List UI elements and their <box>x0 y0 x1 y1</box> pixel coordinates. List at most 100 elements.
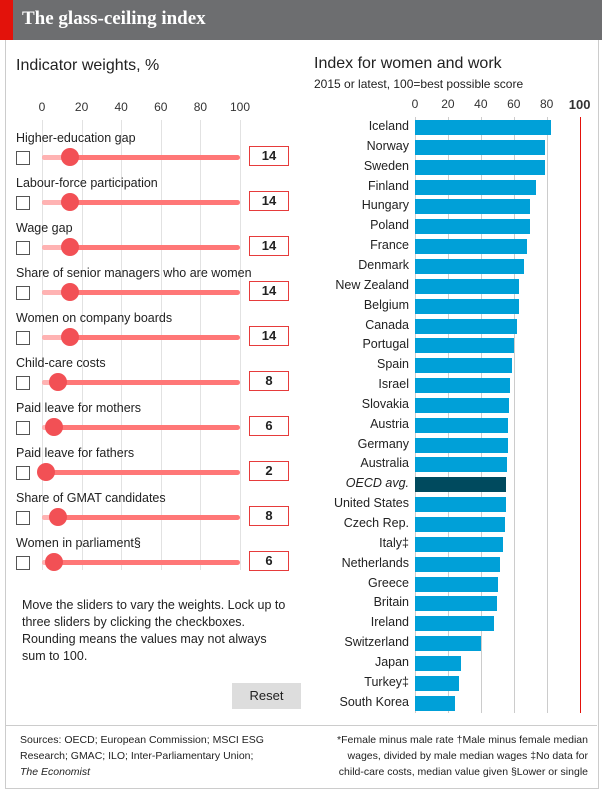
slider-track-fill <box>42 200 70 205</box>
lock-checkbox[interactable] <box>16 151 30 165</box>
weights-tick-label: 100 <box>229 100 251 114</box>
lock-checkbox[interactable] <box>16 331 30 345</box>
instructions: Move the sliders to vary the weights. Lo… <box>22 598 286 663</box>
footer-divider <box>5 725 597 726</box>
bar <box>415 378 511 394</box>
footnotes: *Female minus male rate †Male minus fema… <box>337 732 588 780</box>
lock-checkbox[interactable] <box>16 466 30 480</box>
bar <box>415 497 507 513</box>
country-label: Britain <box>373 595 409 610</box>
gridline <box>579 117 581 713</box>
gridline <box>447 117 449 713</box>
bar <box>415 636 482 652</box>
lock-checkbox[interactable] <box>16 241 30 255</box>
weights-tick-label: 80 <box>193 100 208 114</box>
indicator-label: Labour-force participation <box>16 176 158 190</box>
bar <box>415 517 506 532</box>
x-tick-label: 40 <box>474 97 488 111</box>
weight-value: 6 <box>249 416 289 436</box>
country-label: Australia <box>360 456 409 471</box>
slider-track-fill <box>42 335 70 340</box>
slider-track-fill <box>42 155 70 160</box>
bar <box>415 457 508 473</box>
slider-handle[interactable] <box>60 238 79 256</box>
x-tick-label: 100 <box>568 97 591 112</box>
lock-checkbox[interactable] <box>16 556 30 570</box>
weights-gridline <box>121 120 123 570</box>
bar <box>415 556 501 572</box>
country-label: France <box>370 238 409 253</box>
weight-value: 2 <box>249 461 289 481</box>
bar <box>415 159 546 175</box>
lock-checkbox[interactable] <box>16 511 30 525</box>
slider-track[interactable] <box>42 245 240 250</box>
slider-track[interactable] <box>42 380 240 385</box>
slider-track[interactable] <box>42 470 240 475</box>
indicator-label: Paid leave for fathers <box>16 446 135 460</box>
country-label: Switzerland <box>344 635 409 650</box>
weight-value: 14 <box>249 281 289 301</box>
indicator-label: Share of senior managers who are women <box>16 266 252 280</box>
slider-handle[interactable] <box>48 373 67 391</box>
weight-value: 8 <box>249 371 289 391</box>
slider-track[interactable] <box>42 515 240 520</box>
slider-track[interactable] <box>42 560 240 565</box>
slider-track-fill <box>42 245 70 250</box>
weight-value: 8 <box>249 506 289 526</box>
slider-handle[interactable] <box>60 283 79 301</box>
slider-handle[interactable] <box>36 463 55 481</box>
country-label: South Korea <box>339 694 410 709</box>
page-title: The glass-ceiling index <box>22 8 206 29</box>
chart-subtitle: 2015 or latest, 100=best possible score <box>314 77 524 91</box>
slider-handle[interactable] <box>44 553 63 571</box>
bar <box>415 338 514 354</box>
bar <box>415 695 456 711</box>
country-label: Israel <box>378 377 409 392</box>
indicator-label: Women in parliament§ <box>16 536 141 550</box>
weights-tick-label: 60 <box>154 100 168 114</box>
slider-track[interactable] <box>42 335 240 340</box>
bar <box>415 477 507 493</box>
bar <box>415 298 520 314</box>
country-label: Slovakia <box>361 396 409 411</box>
bar <box>415 358 513 374</box>
slider-handle[interactable] <box>60 193 79 211</box>
indicator-label: Higher-education gap <box>16 131 136 145</box>
lock-checkbox[interactable] <box>16 286 30 300</box>
lock-checkbox[interactable] <box>16 196 30 210</box>
country-label: Norway <box>366 138 409 153</box>
slider-handle[interactable] <box>48 508 67 526</box>
footnote-line: child-care costs, median value given §Lo… <box>338 766 588 778</box>
slider-handle[interactable] <box>44 418 63 436</box>
lock-checkbox[interactable] <box>16 421 30 435</box>
chart-title: Index for women and work <box>314 55 502 72</box>
title-bar: The glass-ceiling index <box>0 0 602 40</box>
slider-handle[interactable] <box>60 328 79 346</box>
reset-button[interactable]: Reset <box>232 683 301 709</box>
slider-track[interactable] <box>42 200 240 205</box>
weight-value: 6 <box>249 551 289 571</box>
country-label: Iceland <box>368 119 409 133</box>
indicator-label: Share of GMAT candidates <box>16 491 166 505</box>
weights-gridline <box>160 120 162 570</box>
gridline <box>480 117 482 713</box>
slider-track-fill <box>42 290 70 295</box>
country-label: Poland <box>370 218 409 233</box>
country-label: OECD avg. <box>345 476 409 491</box>
indicator-label: Women on company boards <box>16 311 173 325</box>
slider-track[interactable] <box>42 155 240 160</box>
slider-track[interactable] <box>42 425 240 430</box>
sources-line: Sources: OECD; European Commission; MSCI… <box>20 734 264 746</box>
slider-track[interactable] <box>42 290 240 295</box>
weight-value: 14 <box>249 146 289 166</box>
country-label: Greece <box>368 575 409 590</box>
bar <box>415 278 520 294</box>
x-tick-label: 0 <box>411 97 419 111</box>
x-tick-label: 60 <box>507 97 521 111</box>
indicator-label: Paid leave for mothers <box>16 401 142 415</box>
slider-handle[interactable] <box>60 148 79 166</box>
lock-checkbox[interactable] <box>16 376 30 390</box>
country-label: Czech Rep. <box>343 516 409 530</box>
bar <box>415 139 546 155</box>
